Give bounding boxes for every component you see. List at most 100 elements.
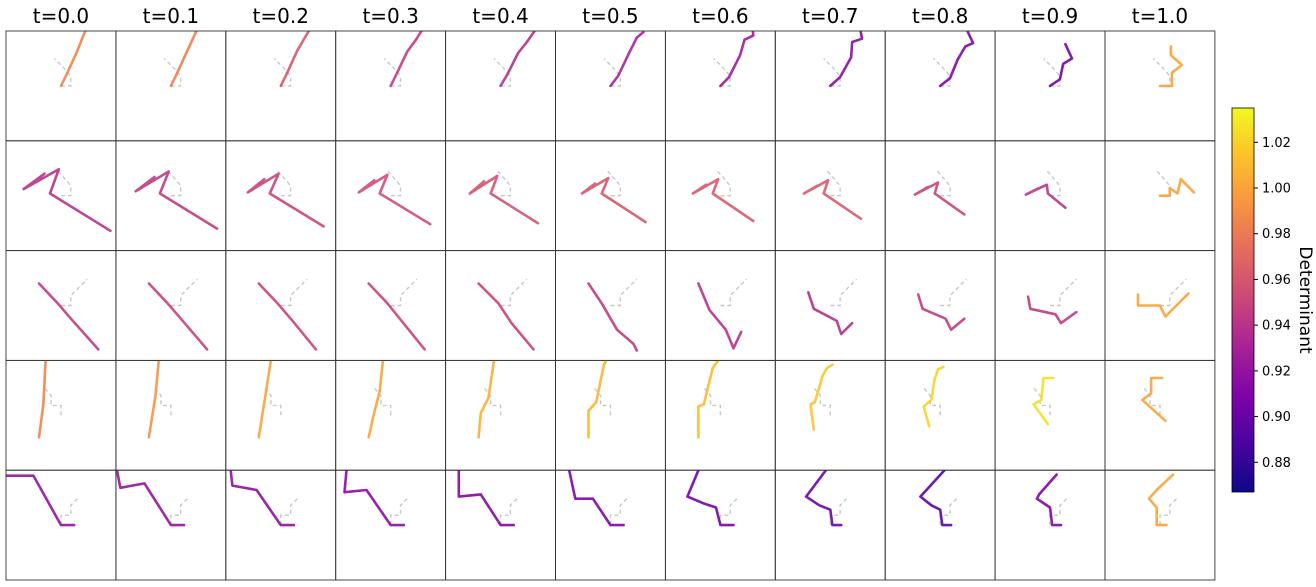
- subplot-r4-c4: [367, 360, 392, 439]
- column-title: t=0.8: [912, 4, 968, 28]
- trajectory-path: [697, 360, 720, 439]
- reference-path: [390, 497, 409, 526]
- subplot-r3-c11: [1136, 278, 1190, 318]
- trajectory-path: [916, 293, 966, 332]
- trajectory-path: [1032, 376, 1055, 426]
- subplot-r3-c6: [587, 278, 639, 352]
- reference-path: [609, 497, 629, 526]
- subplot-r1-c8: [823, 31, 864, 88]
- subplot-r3-c2: [147, 278, 209, 351]
- column-title: t=0.2: [253, 4, 309, 28]
- reference-path: [390, 278, 418, 307]
- trajectory-path: [499, 31, 536, 88]
- trajectory-path: [343, 470, 406, 527]
- subplot-r4-c8: [809, 363, 834, 431]
- trajectory-path: [6, 474, 76, 527]
- trajectory-path: [367, 360, 385, 439]
- trajectory-path: [809, 363, 834, 431]
- reference-path: [495, 168, 512, 197]
- subplot-r3-c10: [1026, 278, 1078, 325]
- subplot-r5-c3: [229, 470, 299, 527]
- trajectory-path: [1136, 292, 1190, 318]
- column-title: t=0.5: [582, 4, 638, 28]
- subplot-r1-c4: [383, 31, 424, 88]
- subplot-grid: [5, 30, 1216, 581]
- trajectory-path: [257, 282, 318, 351]
- subplot-r2-c8: [802, 168, 863, 221]
- trajectory-path: [59, 31, 87, 88]
- subplot-frame: [555, 140, 666, 252]
- subplot-r1-c2: [163, 31, 198, 88]
- subplot-r2-c11: [1155, 168, 1196, 197]
- colorbar-label: Determinant: [1295, 246, 1315, 354]
- trajectory-path: [134, 170, 219, 230]
- subplot-frame: [445, 140, 556, 252]
- reference-path: [610, 278, 638, 307]
- column-title: t=0.6: [692, 4, 748, 28]
- subplot-r4-c11: [1141, 376, 1167, 423]
- subplot-frame: [884, 140, 996, 252]
- subplot-frame: [774, 140, 886, 252]
- trajectory-path: [719, 31, 755, 88]
- subplot-r2-c3: [246, 168, 325, 228]
- subplot-r4-c2: [147, 360, 172, 439]
- colorbar-tick-label: 1.00: [1262, 182, 1291, 197]
- subplot-r2-c9: [913, 168, 966, 216]
- trajectory-path: [802, 179, 863, 221]
- subplot-frame: [884, 250, 996, 361]
- trajectory-path: [1147, 473, 1175, 527]
- trajectory-path: [1158, 177, 1196, 197]
- subplot-r5-c1: [6, 474, 79, 527]
- subplot-frame: [5, 140, 117, 252]
- colorbar-tick-label: 0.98: [1262, 227, 1291, 242]
- reference-path: [1160, 278, 1187, 307]
- trajectory-path: [691, 177, 755, 223]
- colorbar-tick-label: 0.88: [1262, 456, 1291, 471]
- reference-path: [719, 497, 739, 526]
- colorbar-tick-label: 0.96: [1262, 273, 1291, 288]
- subplot-frame: [335, 140, 447, 252]
- subplot-r4-c7: [697, 360, 722, 439]
- subplot-frame: [115, 140, 227, 252]
- reference-path: [933, 58, 951, 87]
- trajectory-path: [697, 282, 743, 350]
- subplot-r1-c3: [273, 31, 311, 88]
- subplot-r4-c10: [1032, 376, 1055, 426]
- trajectory-path: [1141, 376, 1167, 423]
- column-title: t=0.7: [802, 4, 858, 28]
- subplot-frame: [225, 140, 337, 252]
- trajectory-path: [37, 360, 47, 439]
- subplot-r1-c7: [713, 31, 755, 88]
- trajectory-path: [1048, 42, 1074, 88]
- reference-path: [43, 387, 62, 416]
- subplot-frame: [774, 250, 886, 361]
- subplot-r3-c7: [697, 278, 748, 350]
- subplot-r2-c6: [580, 168, 647, 224]
- trajectory-path: [357, 173, 432, 226]
- trajectory-path: [1026, 295, 1078, 325]
- reference-path: [60, 497, 79, 526]
- subplot-r2-c1: [22, 168, 112, 233]
- trajectory-path: [1158, 45, 1184, 88]
- reference-path: [713, 58, 731, 87]
- reference-path: [1152, 58, 1171, 87]
- trajectory-path: [804, 470, 843, 527]
- trajectory-path: [22, 168, 112, 233]
- trajectory-path: [169, 31, 198, 88]
- reference-path: [499, 497, 519, 526]
- subplot-r3-c9: [916, 278, 967, 332]
- subplot-r1-c9: [933, 31, 975, 88]
- trajectory-path: [115, 470, 186, 527]
- subplot-frame: [1104, 469, 1216, 581]
- subplot-frame: [664, 140, 776, 252]
- subplot-r5-c10: [1035, 473, 1069, 527]
- reference-path: [830, 278, 858, 307]
- reference-path: [280, 497, 299, 526]
- subplot-r4-c3: [257, 360, 282, 439]
- subplot-r3-c5: [477, 278, 535, 351]
- subplot-r1-c11: [1152, 45, 1184, 88]
- trajectory-path: [257, 360, 273, 439]
- trajectory-path: [1024, 183, 1067, 210]
- column-title: t=0.3: [362, 4, 418, 28]
- trajectory-path: [587, 282, 639, 352]
